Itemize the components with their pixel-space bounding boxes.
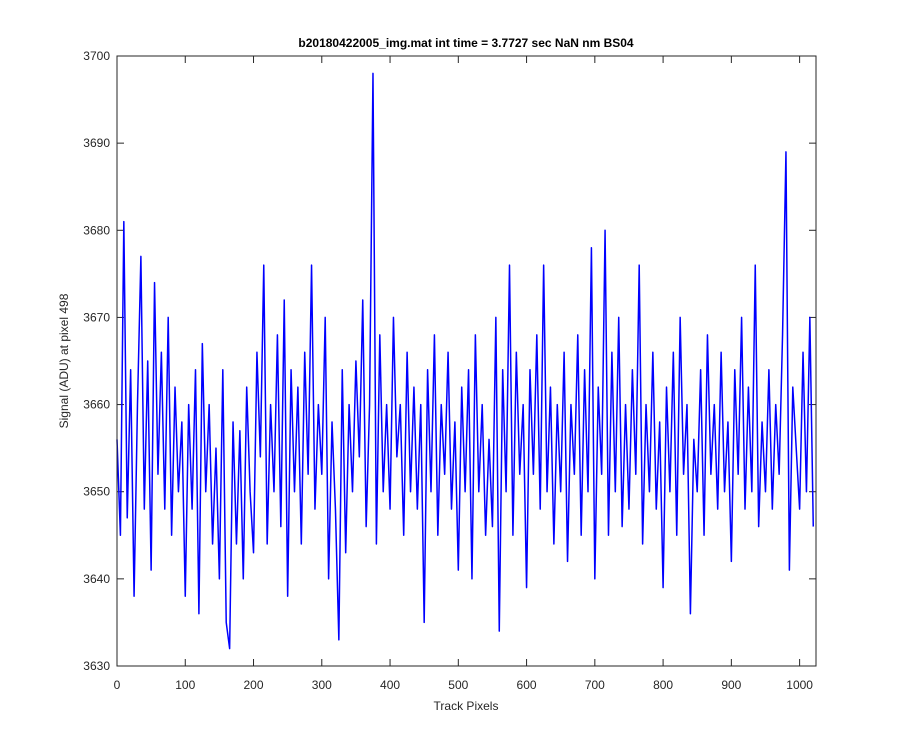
x-axis-label: Track Pixels [434, 699, 499, 713]
y-tick-label: 3700 [83, 49, 110, 63]
x-tick-label: 700 [585, 678, 605, 692]
plot-area [117, 56, 816, 666]
y-tick-label: 3650 [83, 485, 110, 499]
axes-box [116, 55, 817, 667]
x-tick-label: 400 [380, 678, 400, 692]
y-tick-label: 3690 [83, 136, 110, 150]
signal-line [116, 72, 815, 650]
x-tick-label: 800 [653, 678, 673, 692]
x-tick-label: 500 [448, 678, 468, 692]
x-tick-label: 100 [175, 678, 195, 692]
y-axis-label: Signal (ADU) at pixel 498 [57, 293, 71, 428]
x-tick-label: 300 [312, 678, 332, 692]
chart-title: b20180422005_img.mat int time = 3.7727 s… [298, 36, 634, 50]
x-tick-label: 200 [244, 678, 264, 692]
y-tick-label: 3660 [83, 398, 110, 412]
y-tick-label: 3630 [83, 659, 110, 673]
x-tick-label: 0 [114, 678, 121, 692]
y-tick-label: 3670 [83, 310, 110, 324]
x-tick-label: 600 [517, 678, 537, 692]
x-tick-label: 1000 [786, 678, 813, 692]
y-tick-label: 3640 [83, 572, 110, 586]
y-tick-label: 3680 [83, 223, 110, 237]
x-tick-label: 900 [721, 678, 741, 692]
